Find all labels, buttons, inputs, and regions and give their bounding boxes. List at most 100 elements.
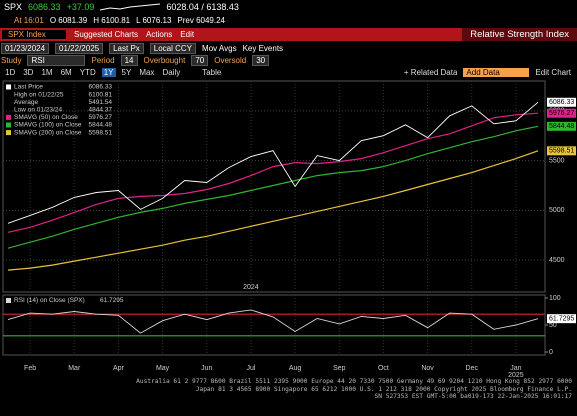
last: 6086.33	[28, 2, 61, 12]
legend-swatch	[6, 114, 11, 120]
add-data[interactable]: Add Data	[463, 68, 530, 77]
x-tick-label: Nov	[421, 365, 434, 372]
ticker: SPX	[4, 2, 23, 12]
last-value-tag	[547, 146, 576, 156]
y-tick-label: 0	[549, 349, 553, 356]
security-input[interactable]: SPX Index	[2, 30, 66, 39]
last-value-label: 5976.27	[549, 110, 574, 117]
low: L 6076.13	[136, 15, 172, 25]
menu-item[interactable]: Actions	[146, 30, 173, 39]
legend-value: 5844.48	[89, 122, 113, 129]
y-tick-label: 4500	[549, 257, 565, 264]
legend-label: High on 01/22/25	[14, 91, 64, 98]
price-line	[7, 101, 539, 224]
last-value-label: 61.7295	[549, 316, 574, 323]
price-panel	[2, 80, 546, 293]
last-value-tag	[547, 97, 576, 107]
menu-bar: SPX Index Suggested Charts Actions Edit …	[0, 28, 577, 41]
rsi-legend-value: 61.7295	[100, 297, 124, 304]
range-button[interactable]: 1Y	[101, 68, 116, 77]
last-value-tag	[547, 314, 576, 324]
legend-swatch	[6, 122, 11, 128]
price-line	[7, 150, 539, 271]
last-value-tag	[547, 108, 576, 118]
footer-line: SN 527353 EST GMT-5:00 ba019-173 22-Jan-…	[374, 393, 572, 400]
x-tick-label: Jan	[510, 365, 521, 372]
price-line	[7, 112, 539, 233]
quote-row: SPX 6086.33 +37.09 6028.04 / 6138.43	[0, 1, 577, 13]
related-data[interactable]: + Related Data	[403, 68, 458, 77]
y-tick-label: 100	[549, 295, 561, 302]
legend-label: Last Price	[14, 84, 43, 91]
y-tick-label: 50	[549, 322, 557, 329]
range-button[interactable]: YTD	[79, 68, 96, 77]
x-tick-label: Jun	[201, 365, 212, 372]
legend-value: 5976.27	[89, 114, 113, 121]
legend-label: Low on 01/23/24	[14, 107, 62, 114]
currency[interactable]: Local CCY	[149, 43, 197, 54]
range-buttons: 1D 3D 1M 6M YTD 1Y 5Y Max	[3, 68, 156, 77]
edit-chart[interactable]: Edit Chart	[535, 68, 571, 77]
range-button[interactable]: 3D	[23, 68, 34, 77]
time: At 16:01	[14, 15, 44, 25]
ohlc-row: At 16:01 O 6081.39 H 6100.81 L 6076.13 P…	[0, 14, 577, 26]
study-label: Study	[1, 56, 22, 65]
start-date[interactable]: 01/23/2024	[1, 43, 50, 54]
x-tick-label: Oct	[378, 365, 389, 372]
price-field[interactable]: Last Px	[109, 43, 144, 54]
x-tick-label: Jul	[246, 365, 255, 372]
legend-swatch	[6, 130, 11, 136]
legend-value: 5491.54	[89, 99, 113, 106]
oversold-input[interactable]: 30	[252, 55, 270, 66]
legend-swatch	[6, 84, 11, 90]
frequency[interactable]: Daily	[162, 68, 181, 77]
last-value-tag	[547, 121, 576, 131]
oversold-label: Oversold	[214, 56, 247, 65]
prev: Prev 6049.24	[177, 15, 225, 25]
rsi-line	[7, 309, 539, 334]
legend-value: 4844.37	[89, 107, 113, 114]
range-button[interactable]: 6M	[60, 68, 72, 77]
legend-label: SMAVG (50) on Close	[14, 114, 78, 121]
x-tick-label: May	[156, 365, 170, 372]
date-row: 01/23/2024 01/22/2025 Last Px Local CCY …	[0, 43, 577, 54]
day-range: 6028.04 / 6138.43	[166, 2, 239, 12]
range-button[interactable]: 1M	[41, 68, 53, 77]
mov-avgs-toggle[interactable]: Mov Avgs	[202, 44, 237, 53]
legend-value: 5598.51	[89, 129, 113, 136]
study-input[interactable]: RSI	[27, 55, 86, 66]
panel-title: Relative Strength Index	[462, 28, 577, 41]
x-tick-label: Aug	[289, 365, 302, 372]
change: +37.09	[66, 2, 95, 12]
key-events-toggle[interactable]: Key Events	[242, 44, 284, 53]
range-row: 1D 3D 1M 6M YTD 1Y 5Y Max Daily Table + Related…	[0, 67, 577, 78]
x-tick-label: Sep	[333, 365, 346, 372]
study-row: Study RSI Period 14 Overbought 70 Overso…	[0, 55, 577, 66]
high: H 6100.81	[93, 15, 131, 25]
rsi-title: RSI (14) on Close (SPX)	[14, 297, 85, 304]
period-label: Period	[91, 56, 115, 65]
y-tick-label: 5500	[549, 157, 565, 164]
overbought-input[interactable]: 70	[191, 55, 209, 66]
y-tick-label: 5000	[549, 207, 565, 214]
end-date[interactable]: 01/22/2025	[55, 43, 104, 54]
x-tick-label: Apr	[113, 365, 125, 372]
year-label: 2025	[508, 372, 524, 378]
last-value-label: 5598.51	[549, 148, 574, 155]
overbought-label: Overbought	[143, 56, 186, 65]
menu-item[interactable]: Edit	[180, 30, 195, 39]
sparkline	[100, 3, 161, 11]
range-button[interactable]: 5Y	[121, 68, 132, 77]
legend-label: SMAVG (100) on Close	[14, 122, 82, 129]
last-value-label: 5844.48	[549, 123, 574, 130]
table-button[interactable]: Table	[202, 68, 222, 77]
legend-value: 6086.33	[89, 84, 113, 91]
range-button[interactable]: Max	[139, 68, 155, 77]
legend-value: 6100.81	[89, 91, 113, 98]
range-button[interactable]: 1D	[5, 68, 16, 77]
footer: Australia 61 2 9777 8600 Brazil 5511 239…	[0, 378, 572, 401]
legend-swatch	[6, 298, 11, 303]
period-input[interactable]: 14	[120, 55, 138, 66]
menu-item[interactable]: Suggested Charts	[74, 30, 139, 39]
